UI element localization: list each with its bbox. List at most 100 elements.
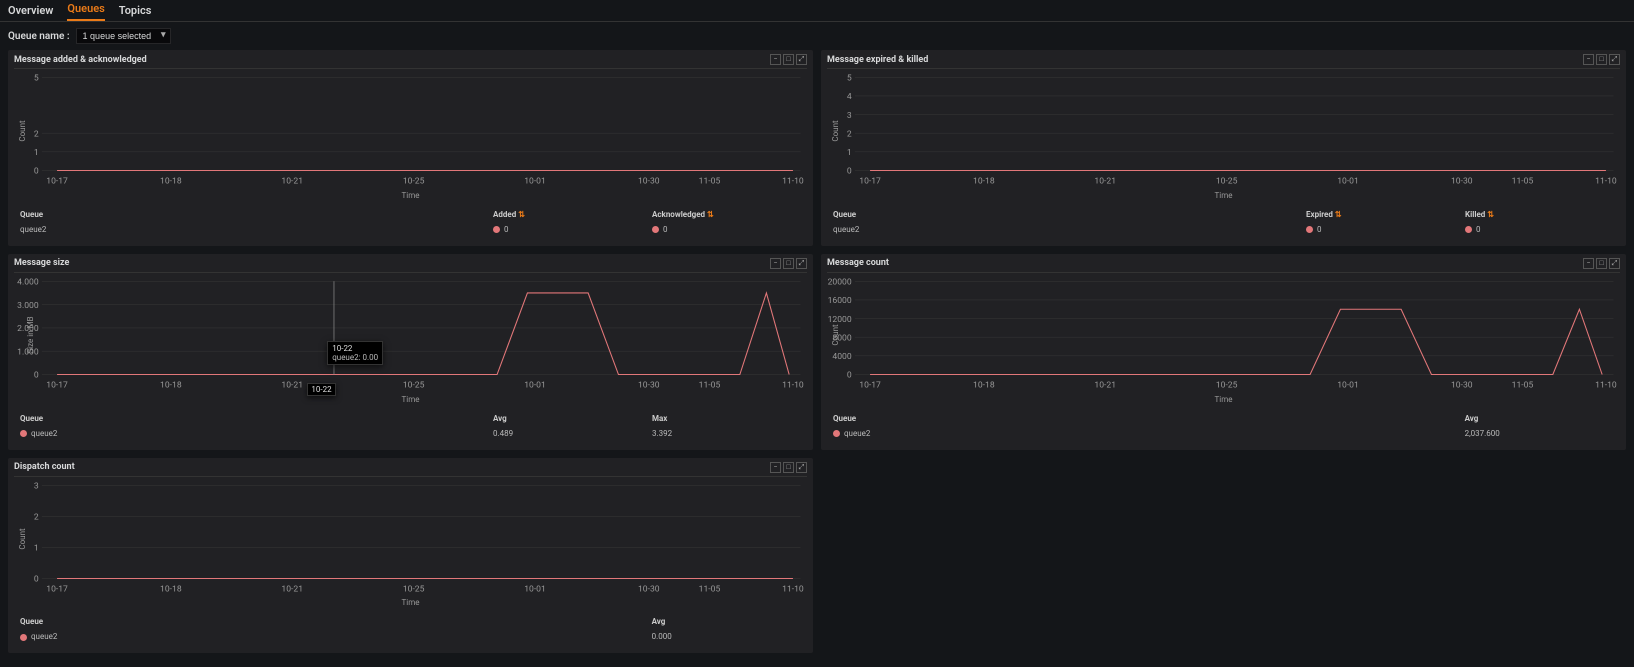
expand-icon[interactable]: ⤢ [796, 258, 807, 269]
svg-text:11-10: 11-10 [782, 176, 804, 186]
legend-table: QueueAvgqueue22,037.600 [827, 410, 1620, 442]
legend-col-queue[interactable]: Queue [16, 412, 487, 425]
svg-text:10-25: 10-25 [403, 584, 425, 594]
panel-added_ack: Message added & acknowledged −□⤢ Count 0 1 2 5… [8, 50, 813, 246]
legend-table: QueueAddedAcknowledged queue200 [14, 206, 807, 238]
legend-col-avg[interactable]: Avg [489, 412, 646, 425]
svg-text:10-17: 10-17 [46, 584, 68, 594]
legend-table: QueueExpiredKilled queue200 [827, 206, 1620, 238]
chart-svg: 04000800012000160002000010-1710-1810-211… [827, 277, 1620, 394]
expand-icon[interactable]: ⤢ [1609, 258, 1620, 269]
legend-table: QueueAvgMax queue20.4893.392 [14, 410, 807, 442]
svg-text:4: 4 [847, 92, 852, 102]
queue-name-select[interactable]: 1 queue selected [76, 28, 171, 44]
legend-col-avg[interactable]: Avg [648, 615, 805, 628]
tab-queues[interactable]: Queues [67, 2, 104, 21]
legend-col-added[interactable]: Added [489, 208, 646, 221]
panel-title: Message added & acknowledged [14, 55, 147, 65]
svg-text:1: 1 [34, 148, 39, 158]
svg-text:10-25: 10-25 [403, 380, 425, 390]
svg-text:4.000: 4.000 [17, 277, 39, 287]
panel-title: Message size [14, 258, 69, 268]
x-axis-title: Time [14, 191, 807, 200]
minmax-icon[interactable]: □ [783, 462, 794, 473]
expand-icon[interactable]: ⤢ [1609, 54, 1620, 65]
svg-text:5: 5 [847, 74, 852, 84]
svg-text:10-17: 10-17 [46, 176, 68, 186]
series-name[interactable]: queue2 [844, 429, 870, 438]
legend-col-queue[interactable]: Queue [829, 208, 1300, 221]
collapse-icon[interactable]: − [770, 258, 781, 269]
svg-text:10-21: 10-21 [281, 176, 303, 186]
svg-text:5: 5 [34, 74, 39, 84]
svg-text:0: 0 [34, 574, 39, 584]
chart-svg: 01.0002.0003.0004.00010-1710-1810-2110-2… [14, 277, 807, 394]
x-axis-title: Time [827, 191, 1620, 200]
svg-text:10-01: 10-01 [1337, 380, 1359, 390]
legend-col-queue[interactable]: Queue [16, 615, 646, 628]
svg-text:10-17: 10-17 [859, 176, 881, 186]
series-name[interactable]: queue2 [31, 429, 57, 438]
svg-text:0: 0 [34, 167, 39, 177]
filter-label: Queue name : [8, 31, 70, 42]
legend-col-avg[interactable]: Avg [1461, 412, 1618, 425]
chart-svg: 012310-1710-1810-2110-2510-0110-3011-051… [14, 481, 807, 598]
series-name[interactable]: queue2 [20, 225, 46, 234]
minmax-icon[interactable]: □ [783, 258, 794, 269]
chart-tooltip: 10-22queue2: 0.00 [327, 341, 383, 365]
svg-text:10-01: 10-01 [524, 176, 546, 186]
svg-text:11-10: 11-10 [782, 380, 804, 390]
svg-text:10-18: 10-18 [160, 176, 182, 186]
expand-icon[interactable]: ⤢ [796, 54, 807, 65]
cursor-x-label: 10-22 [307, 383, 335, 396]
legend-row: queue200 [829, 223, 1618, 236]
tab-topics[interactable]: Topics [119, 4, 152, 21]
svg-text:11-10: 11-10 [1595, 380, 1617, 390]
svg-text:10-21: 10-21 [281, 584, 303, 594]
svg-text:0: 0 [34, 371, 39, 381]
svg-text:11-05: 11-05 [1512, 380, 1534, 390]
panel-expired_killed: Message expired & killed−□⤢Count01234510… [821, 50, 1626, 246]
x-axis-title: Time [14, 395, 807, 404]
legend-col-acknowledged[interactable]: Acknowledged [648, 208, 805, 221]
collapse-icon[interactable]: − [770, 462, 781, 473]
collapse-icon[interactable]: − [1583, 54, 1594, 65]
svg-text:2: 2 [34, 129, 39, 139]
svg-text:4000: 4000 [832, 352, 851, 362]
svg-text:12000: 12000 [828, 315, 852, 325]
svg-text:11-05: 11-05 [699, 380, 721, 390]
svg-text:10-01: 10-01 [524, 380, 546, 390]
legend-col-expired[interactable]: Expired [1302, 208, 1459, 221]
y-axis-title: Count [18, 528, 27, 549]
y-axis-title: Count [18, 121, 27, 142]
minmax-icon[interactable]: □ [1596, 54, 1607, 65]
legend-col-queue[interactable]: Queue [16, 208, 487, 221]
collapse-icon[interactable]: − [1583, 258, 1594, 269]
legend-row: queue200 [16, 223, 805, 236]
series-name[interactable]: queue2 [31, 632, 57, 641]
expand-icon[interactable]: ⤢ [796, 462, 807, 473]
svg-text:3: 3 [847, 111, 852, 121]
minmax-icon[interactable]: □ [783, 54, 794, 65]
svg-text:10-30: 10-30 [1451, 176, 1473, 186]
series-name[interactable]: queue2 [833, 225, 859, 234]
svg-text:11-10: 11-10 [782, 584, 804, 594]
legend-col-killed[interactable]: Killed [1461, 208, 1618, 221]
legend-col-queue[interactable]: Queue [829, 412, 1459, 425]
svg-text:1: 1 [847, 148, 852, 158]
legend-row: queue20.4893.392 [16, 427, 805, 440]
svg-text:10-18: 10-18 [160, 584, 182, 594]
panel-dispatch: Dispatch count−□⤢Count012310-1710-1810-2… [8, 458, 813, 654]
svg-text:10-30: 10-30 [638, 176, 660, 186]
x-axis-title: Time [827, 395, 1620, 404]
legend-col-max[interactable]: Max [648, 412, 805, 425]
svg-text:2: 2 [847, 129, 852, 139]
svg-text:10-17: 10-17 [46, 380, 68, 390]
tab-overview[interactable]: Overview [8, 4, 53, 21]
svg-text:10-25: 10-25 [1216, 176, 1238, 186]
minmax-icon[interactable]: □ [1596, 258, 1607, 269]
collapse-icon[interactable]: − [770, 54, 781, 65]
y-axis-title: Size in MB [26, 317, 35, 354]
svg-text:11-05: 11-05 [699, 584, 721, 594]
svg-text:20000: 20000 [828, 277, 852, 287]
